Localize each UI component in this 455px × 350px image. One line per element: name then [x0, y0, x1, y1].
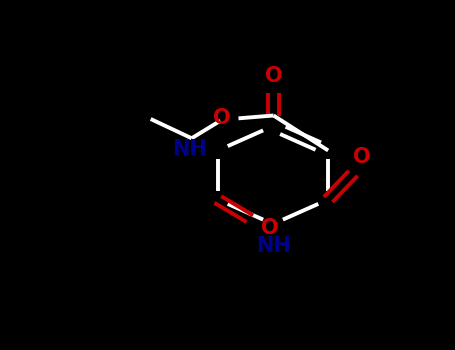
Text: NH: NH [172, 139, 207, 159]
Text: O: O [261, 217, 279, 238]
Text: O: O [213, 108, 231, 128]
Text: O: O [354, 147, 371, 168]
Text: NH: NH [256, 236, 290, 256]
Text: O: O [265, 66, 283, 86]
